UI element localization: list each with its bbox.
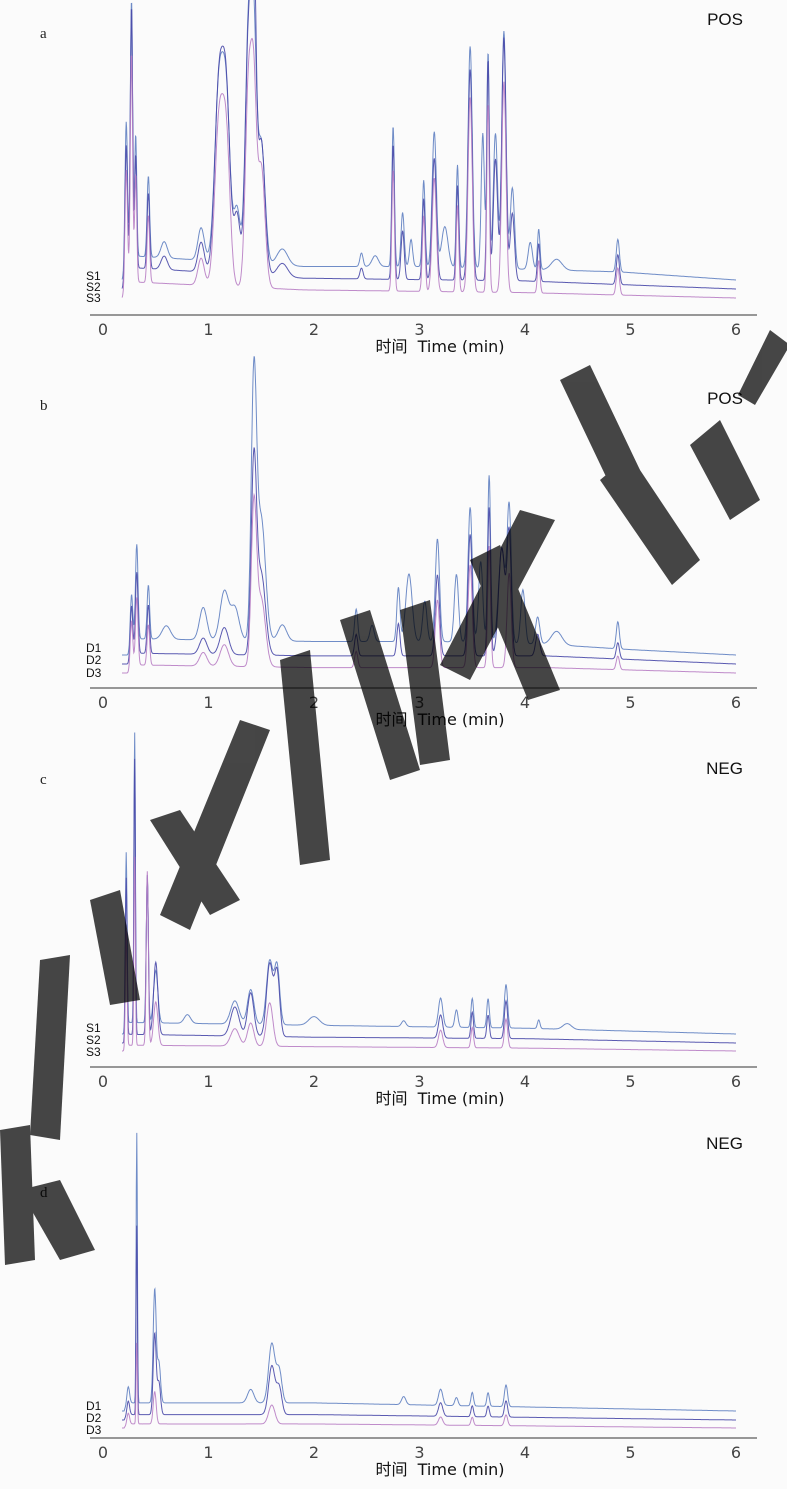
- trace-label: D1: [86, 641, 102, 655]
- panel-c: c NEG 0 1 2 3 4 5 6 时间 Time (min) S1 S2 …: [40, 732, 757, 1108]
- trace-s1: [121, 0, 736, 281]
- tick-label: 4: [520, 1072, 530, 1091]
- tick-label: 3: [414, 320, 424, 339]
- trace-label: D3: [86, 666, 102, 680]
- trace-label: S3: [86, 1045, 101, 1059]
- tick-label: 5: [625, 693, 635, 712]
- traces: [121, 0, 736, 299]
- tick-label: 3: [414, 1072, 424, 1091]
- trace-d3: [122, 1342, 736, 1429]
- trace-label: S2: [86, 1033, 101, 1047]
- trace-s3: [121, 37, 736, 299]
- x-ticks: 0 1 2 3 4 5 6: [98, 1443, 741, 1462]
- traces: [122, 732, 736, 1052]
- panel-letter: b: [40, 398, 48, 414]
- trace-d2: [122, 1225, 736, 1421]
- tick-label: 5: [625, 1072, 635, 1091]
- ionization-mode-label: POS: [707, 389, 743, 408]
- panel-letter: c: [40, 772, 47, 788]
- tick-label: 0: [98, 320, 108, 339]
- tick-label: 1: [203, 693, 213, 712]
- trace-s1: [122, 732, 736, 1035]
- x-ticks: 0 1 2 3 4 5 6: [98, 1072, 741, 1091]
- trace-s3: [122, 856, 736, 1052]
- ionization-mode-label: POS: [707, 10, 743, 29]
- tick-label: 0: [98, 1072, 108, 1091]
- ionization-mode-label: NEG: [706, 759, 743, 778]
- tick-label: 1: [203, 320, 213, 339]
- tick-label: 6: [731, 693, 741, 712]
- tick-label: 3: [414, 1443, 424, 1462]
- tick-label: 6: [731, 1072, 741, 1091]
- trace-label: S3: [86, 291, 101, 305]
- tick-label: 2: [309, 1443, 319, 1462]
- trace-label: D2: [86, 653, 102, 667]
- tick-label: 2: [309, 1072, 319, 1091]
- tick-label: 5: [625, 1443, 635, 1462]
- trace-s2: [122, 758, 736, 1044]
- x-axis-title: 时间 Time (min): [375, 1460, 504, 1479]
- x-ticks: 0 1 2 3 4 5 6: [98, 320, 741, 339]
- tick-label: 4: [520, 1443, 530, 1462]
- tick-label: 4: [520, 693, 530, 712]
- tick-label: 0: [98, 1443, 108, 1462]
- trace-label: D3: [86, 1423, 102, 1437]
- tick-label: 2: [309, 320, 319, 339]
- trace-label: D2: [86, 1411, 102, 1425]
- trace-s2: [121, 0, 736, 290]
- tick-label: 6: [731, 1443, 741, 1462]
- traces: [122, 1132, 736, 1429]
- tick-label: 5: [625, 320, 635, 339]
- panel-d: d NEG 0 1 2 3 4 5 6 时间 Time (min) D1 D2 …: [40, 1132, 757, 1479]
- tick-label: 1: [203, 1072, 213, 1091]
- trace-label: S2: [86, 280, 101, 294]
- panel-letter: a: [40, 26, 47, 42]
- tick-label: 6: [731, 320, 741, 339]
- watermark: [0, 330, 787, 1265]
- trace-label: S1: [86, 1021, 101, 1035]
- panel-a: a POS 0 1 2 3 4 5 6 时间 Time (min) S1 S2 …: [40, 0, 757, 356]
- tick-label: 1: [203, 1443, 213, 1462]
- ionization-mode-label: NEG: [706, 1134, 743, 1153]
- tick-label: 0: [98, 693, 108, 712]
- trace-label: S1: [86, 269, 101, 283]
- tick-label: 4: [520, 320, 530, 339]
- x-axis-title: 时间 Time (min): [375, 1089, 504, 1108]
- x-axis-title: 时间 Time (min): [375, 337, 504, 356]
- trace-d1: [122, 1132, 736, 1412]
- trace-label: D1: [86, 1399, 102, 1413]
